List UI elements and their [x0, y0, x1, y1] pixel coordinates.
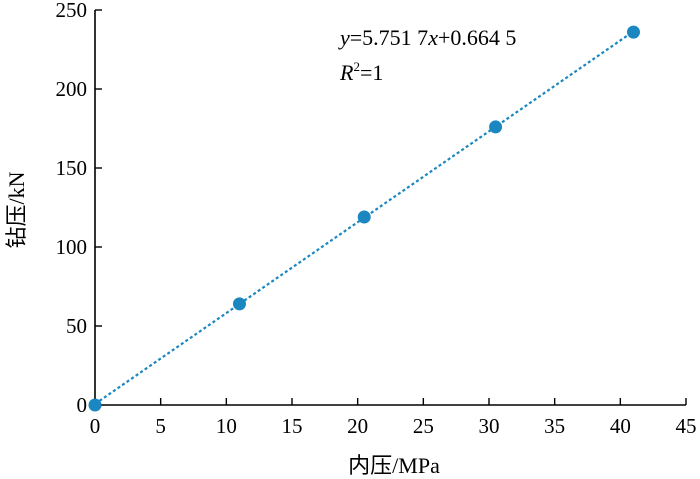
data-point [626, 25, 640, 39]
x-tick-label: 15 [282, 414, 303, 438]
data-point [232, 297, 246, 311]
equation-x: x [427, 25, 438, 50]
x-tick-label: 0 [90, 414, 101, 438]
equation-intercept: +0.664 5 [438, 25, 516, 50]
y-tick-label: 200 [56, 77, 88, 101]
y-tick-label: 250 [56, 0, 88, 22]
ticks: 0 5 10 15 20 25 30 35 40 45 0 50 100 150 200 250 [56, 0, 697, 438]
y-tick-label: 150 [56, 156, 88, 180]
x-tick-label: 20 [347, 414, 368, 438]
data-point [357, 210, 371, 224]
y-tick-label: 100 [56, 235, 88, 259]
x-tick-label: 45 [676, 414, 697, 438]
x-tick-label: 10 [216, 414, 237, 438]
y-tick-label: 0 [77, 393, 88, 417]
y-axis-label: 钻压/kN [4, 171, 29, 248]
r2-value: =1 [360, 60, 383, 85]
data-point [88, 398, 102, 412]
x-tick-label: 5 [155, 414, 166, 438]
equation-slope: =5.751 7 [350, 25, 428, 50]
y-tick-label: 50 [66, 314, 87, 338]
regression-equation: y=5.751 7x+0.664 5 [338, 25, 516, 50]
r-squared: R2=1 [339, 59, 383, 85]
axes [94, 10, 686, 406]
r2-letter: R [339, 60, 354, 85]
x-tick-label: 40 [610, 414, 631, 438]
x-axis-label: 内压/MPa [348, 453, 440, 478]
equation-y: y [338, 25, 350, 50]
x-tick-label: 35 [544, 414, 565, 438]
x-tick-label: 30 [479, 414, 500, 438]
data-point [489, 120, 503, 134]
x-tick-label: 25 [413, 414, 434, 438]
data-points [88, 25, 640, 412]
r2-power: 2 [353, 59, 360, 74]
